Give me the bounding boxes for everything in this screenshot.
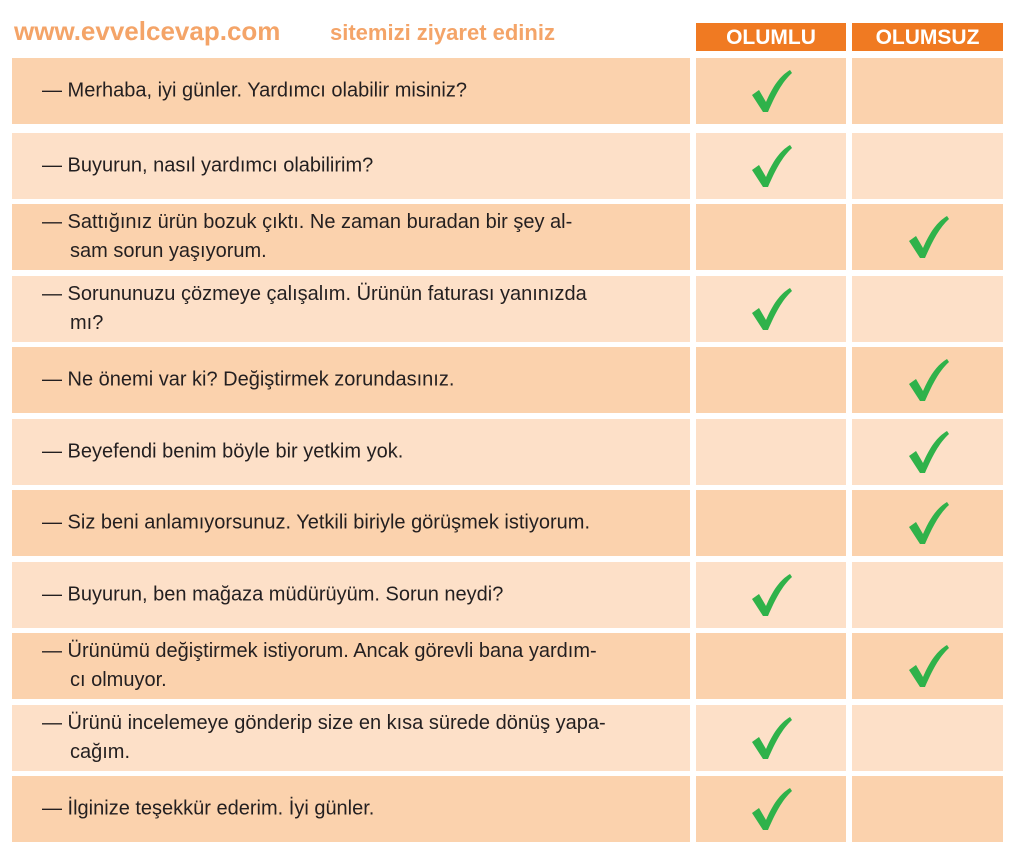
statement-cell: — Merhaba, iyi günler. Yardımcı olabilir… (12, 58, 690, 124)
statement-line: — Merhaba, iyi günler. Yardımcı olabilir… (42, 79, 467, 102)
olumsuz-cell (852, 204, 1003, 270)
checkmark-icon (906, 643, 950, 689)
table-row: — İlginize teşekkür ederim. İyi günler. (12, 776, 1003, 842)
olumlu-cell (696, 776, 846, 842)
statement-cell: — Buyurun, ben mağaza müdürüyüm. Sorun n… (12, 562, 690, 628)
statement-text: — Sorununuzu çözmeye çalışalım. Ürünün f… (42, 280, 688, 338)
statement-text: — Beyefendi benim böyle bir yetkim yok. (42, 438, 688, 467)
watermark-main: www.evvelcevap.com (14, 16, 281, 46)
statement-line: — İlginize teşekkür ederim. İyi günler. (42, 797, 375, 820)
statement-text: — Buyurun, ben mağaza müdürüyüm. Sorun n… (42, 581, 688, 610)
statement-line: — Sattığınız ürün bozuk çıktı. Ne zaman … (42, 211, 573, 233)
watermark-sub: sitemizi ziyaret ediniz (330, 20, 555, 45)
olumsuz-cell (852, 705, 1003, 771)
checkmark-icon (749, 572, 793, 618)
statement-cell: — Buyurun, nasıl yardımcı olabilirim? (12, 133, 690, 199)
olumlu-cell (696, 490, 846, 556)
table-row: — Merhaba, iyi günler. Yardımcı olabilir… (12, 58, 1003, 124)
olumsuz-cell (852, 347, 1003, 413)
statement-text: — Merhaba, iyi günler. Yardımcı olabilir… (42, 77, 688, 106)
olumsuz-cell (852, 58, 1003, 124)
olumsuz-cell (852, 490, 1003, 556)
table-row: — Buyurun, ben mağaza müdürüyüm. Sorun n… (12, 562, 1003, 628)
olumlu-cell (696, 419, 846, 485)
table-row: — Buyurun, nasıl yardımcı olabilirim? (12, 133, 1003, 199)
checkmark-icon (749, 68, 793, 114)
statement-text: — Ürünü incelemeye gönderip size en kısa… (42, 709, 688, 767)
statement-cell: — Ürünümü değiştirmek istiyorum. Ancak g… (12, 633, 690, 699)
checkmark-icon (749, 286, 793, 332)
statement-line: — Ürünü incelemeye gönderip size en kısa… (42, 712, 606, 734)
statement-cell: — Ürünü incelemeye gönderip size en kısa… (12, 705, 690, 771)
olumlu-cell (696, 347, 846, 413)
olumlu-cell (696, 204, 846, 270)
checkmark-icon (906, 214, 950, 260)
checkmark-icon (749, 715, 793, 761)
statement-line: — Sorununuzu çözmeye çalışalım. Ürünün f… (42, 283, 587, 305)
olumlu-cell (696, 133, 846, 199)
statement-cell: — Beyefendi benim böyle bir yetkim yok. (12, 419, 690, 485)
statement-line: — Ürünümü değiştirmek istiyorum. Ancak g… (42, 640, 597, 662)
table-row: — Ürünümü değiştirmek istiyorum. Ancak g… (12, 633, 1003, 699)
olumsuz-cell (852, 133, 1003, 199)
statement-line: — Buyurun, nasıl yardımcı olabilirim? (42, 154, 374, 177)
olumlu-cell (696, 705, 846, 771)
statement-line: — Buyurun, ben mağaza müdürüyüm. Sorun n… (42, 583, 504, 606)
table-row: — Ne önemi var ki? Değiştirmek zorundası… (12, 347, 1003, 413)
statement-text: — Ürünümü değiştirmek istiyorum. Ancak g… (42, 637, 688, 695)
statement-text: — Sattığınız ürün bozuk çıktı. Ne zaman … (42, 208, 688, 266)
statement-line-continued: mı? (70, 312, 104, 334)
header-olumlu: OLUMLU (696, 23, 846, 51)
statement-cell: — Sattığınız ürün bozuk çıktı. Ne zaman … (12, 204, 690, 270)
olumlu-cell (696, 562, 846, 628)
statement-line: — Beyefendi benim böyle bir yetkim yok. (42, 440, 404, 463)
checkmark-icon (749, 143, 793, 189)
statement-line: — Siz beni anlamıyorsunuz. Yetkili biriy… (42, 511, 590, 534)
checkmark-icon (749, 786, 793, 832)
olumsuz-cell (852, 562, 1003, 628)
statement-text: — Ne önemi var ki? Değiştirmek zorundası… (42, 366, 688, 395)
statement-text: — İlginize teşekkür ederim. İyi günler. (42, 795, 688, 824)
statement-cell: — Ne önemi var ki? Değiştirmek zorundası… (12, 347, 690, 413)
olumlu-cell (696, 276, 846, 342)
statement-text: — Siz beni anlamıyorsunuz. Yetkili biriy… (42, 509, 688, 538)
statement-line-continued: cağım. (70, 741, 131, 763)
checkmark-icon (906, 429, 950, 475)
table-row: — Beyefendi benim böyle bir yetkim yok. (12, 419, 1003, 485)
statement-line-continued: sam sorun yaşıyorum. (70, 240, 267, 262)
table-row: — Sorununuzu çözmeye çalışalım. Ürünün f… (12, 276, 1003, 342)
statement-text: — Buyurun, nasıl yardımcı olabilirim? (42, 152, 688, 181)
statement-cell: — Siz beni anlamıyorsunuz. Yetkili biriy… (12, 490, 690, 556)
statement-cell: — İlginize teşekkür ederim. İyi günler. (12, 776, 690, 842)
statement-cell: — Sorununuzu çözmeye çalışalım. Ürünün f… (12, 276, 690, 342)
olumsuz-cell (852, 419, 1003, 485)
checkmark-icon (906, 357, 950, 403)
table-row: — Ürünü incelemeye gönderip size en kısa… (12, 705, 1003, 771)
olumlu-cell (696, 633, 846, 699)
table-row: — Sattığınız ürün bozuk çıktı. Ne zaman … (12, 204, 1003, 270)
olumsuz-cell (852, 276, 1003, 342)
checkmark-icon (906, 500, 950, 546)
header-olumsuz: OLUMSUZ (852, 23, 1003, 51)
statement-line-continued: cı olmuyor. (70, 669, 167, 691)
table-row: — Siz beni anlamıyorsunuz. Yetkili biriy… (12, 490, 1003, 556)
olumsuz-cell (852, 633, 1003, 699)
olumsuz-cell (852, 776, 1003, 842)
olumlu-cell (696, 58, 846, 124)
statement-line: — Ne önemi var ki? Değiştirmek zorundası… (42, 368, 455, 391)
